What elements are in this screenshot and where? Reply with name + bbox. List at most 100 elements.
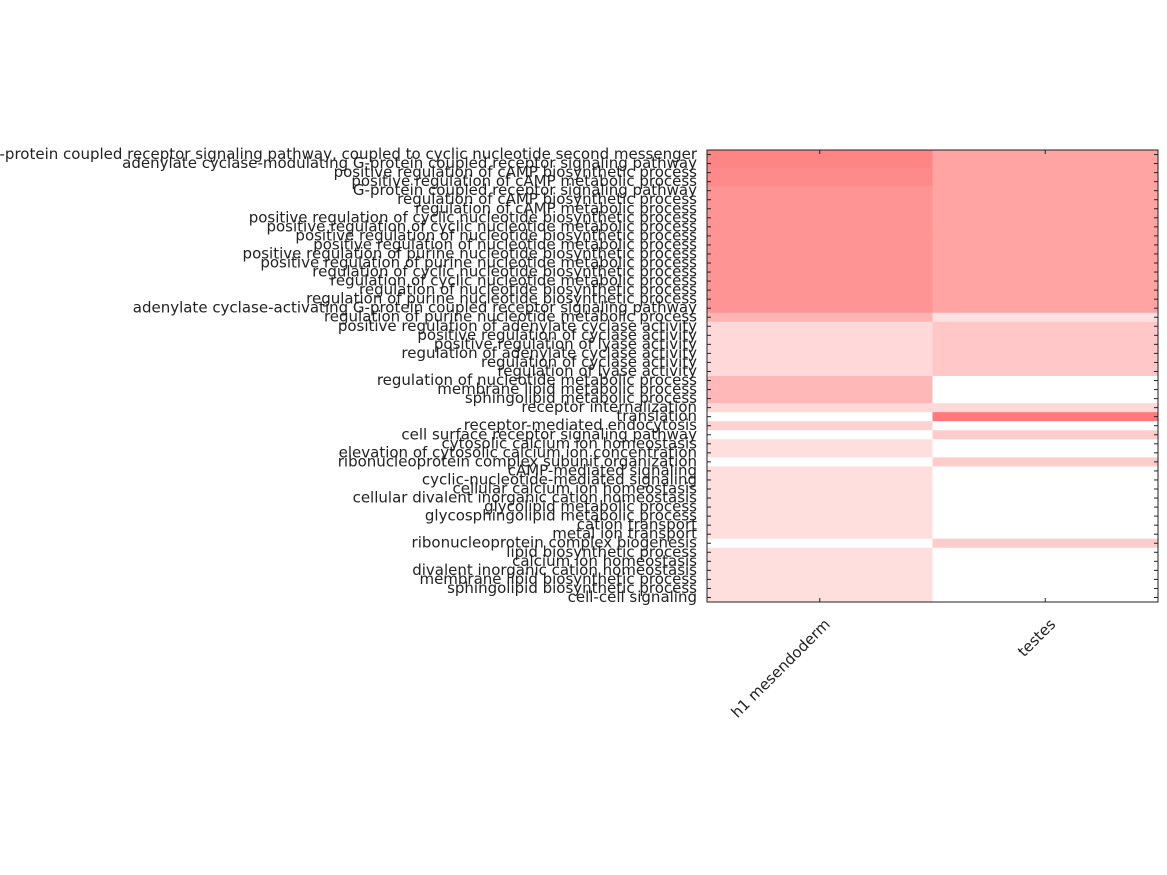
heatmap-cell [707,150,933,160]
heatmap-cell [932,394,1159,404]
heatmap-cell [932,484,1159,495]
heatmap-cell [707,258,933,269]
heatmap-cell [707,412,933,422]
heatmap-cell [932,556,1159,567]
y-tick-label: positive regulation of nucleotide biosyn… [295,226,697,244]
y-tick-label: cAMP-mediated signaling [508,461,697,479]
heatmap-cell [932,439,1159,449]
y-tick-label: positive regulation of cyclic nucleotide… [266,217,697,235]
heatmap-cell [932,502,1159,513]
heatmap-cell [932,303,1159,314]
heatmap-cell [932,403,1159,413]
heatmap-cell [932,276,1159,287]
y-tick-label: regulation of cAMP metabolic process [415,199,697,217]
heatmap-cell [707,493,933,504]
heatmap-cell [707,502,933,513]
y-tick-label: ribonucleoprotein complex biogenesis [412,534,698,552]
y-tick-label: positive regulation of cAMP biosynthetic… [334,163,698,181]
plot-frame [706,149,1159,603]
x-tick-label: testes [1014,615,1059,660]
heatmap-cell [932,249,1159,259]
heatmap-cell [932,385,1159,395]
y-tick-label: sphingolipid biosynthetic process [447,579,697,597]
y-tick-label: positive regulation of purine nucleotide… [243,244,698,262]
heatmap-cell [707,168,933,178]
y-tick-label: positive regulation of purine nucleotide… [260,254,697,272]
heatmap-cell [932,421,1159,431]
heatmap-cell [707,430,933,440]
heatmap-cell [932,195,1159,205]
y-tick-label: positive regulation of cyclic nucleotide… [249,208,697,226]
y-tick-label: regulation of cyclic nucleotide biosynth… [312,263,697,281]
y-tick-label: calcium ion homeostasis [512,552,697,570]
heatmap-cell [707,231,933,241]
heatmap-cell [707,339,933,350]
heatmap-cell [707,159,933,169]
heatmap-cell [707,547,933,558]
heatmap-cell [932,159,1159,169]
y-tick-label: membrane lipid biosynthetic process [419,570,697,588]
heatmap-cell [707,366,933,377]
heatmap-cell [707,421,933,431]
heatmap-cell [932,565,1159,576]
y-tick-label: receptor internalization [521,398,697,416]
heatmap-cell [707,195,933,205]
heatmap-cell [707,466,933,476]
heatmap-cell [707,583,933,594]
y-tick-label: regulation of cAMP biosynthetic process [397,190,697,208]
heatmap-cell [707,574,933,585]
y-tick-label: adenylate cyclase-modulating G-protein c… [122,154,697,172]
heatmap-cell [707,213,933,223]
y-tick-label: cellular divalent inorganic cation homeo… [353,489,698,507]
y-tick-label: cytosolic calcium ion homeostasis [442,434,698,452]
heatmap-cell [932,267,1159,278]
heatmap-cell [932,583,1159,594]
y-tick-label: metal ion transport [552,525,697,543]
heatmap-cell [932,177,1159,187]
heatmap-cell [932,312,1159,323]
heatmap-cell [932,466,1159,476]
y-tick-label: membrane lipid metabolic process [437,380,697,398]
heatmap-cell [932,339,1159,350]
y-tick-label: lipid biosynthetic process [506,543,697,561]
heatmap-cell [932,348,1159,359]
heatmap-cell [707,385,933,395]
heatmap-cell [932,240,1159,250]
heatmap-cell [932,186,1159,196]
heatmap-cell [932,547,1159,558]
heatmap-cell [707,294,933,305]
y-tick-label: cation transport [577,516,697,534]
y-tick-label: cellular calcium ion homeostasis [452,480,697,498]
y-tick-label: glycolipid metabolic process [484,498,697,516]
heatmap-cell [932,168,1159,178]
heatmap-cell [932,330,1159,341]
heatmap-cell [707,394,933,404]
heatmap-cell [932,357,1159,368]
heatmap-cell [932,457,1159,467]
heatmap-cell [707,511,933,522]
heatmap-cell [932,430,1159,440]
heatmap-cell [707,556,933,567]
heatmap-cell [707,565,933,576]
heatmap-cell [707,285,933,296]
heatmap-cell [932,150,1159,160]
heatmap-cell [707,457,933,467]
heatmap-cell [707,276,933,287]
heatmap-cell [707,303,933,314]
heatmap-cell [707,312,933,323]
heatmap-cell [932,592,1159,603]
heatmap-cell [707,249,933,259]
heatmap-cell [932,321,1159,332]
heatmap-cell [707,592,933,603]
heatmap-cell [932,376,1159,386]
y-tick-label: regulation of adenylate cyclase activity [401,344,697,362]
y-tick-label: positive regulation of cAMP metabolic pr… [351,172,697,190]
heatmap-cell [932,520,1159,531]
heatmap-cell [707,376,933,386]
heatmap-cell [707,177,933,187]
heatmap-cell [707,348,933,359]
y-tick-label: glycosphingolipid metabolic process [425,507,697,525]
y-tick-label: sphingolipid metabolic process [465,389,697,407]
heatmap-cell [707,448,933,458]
